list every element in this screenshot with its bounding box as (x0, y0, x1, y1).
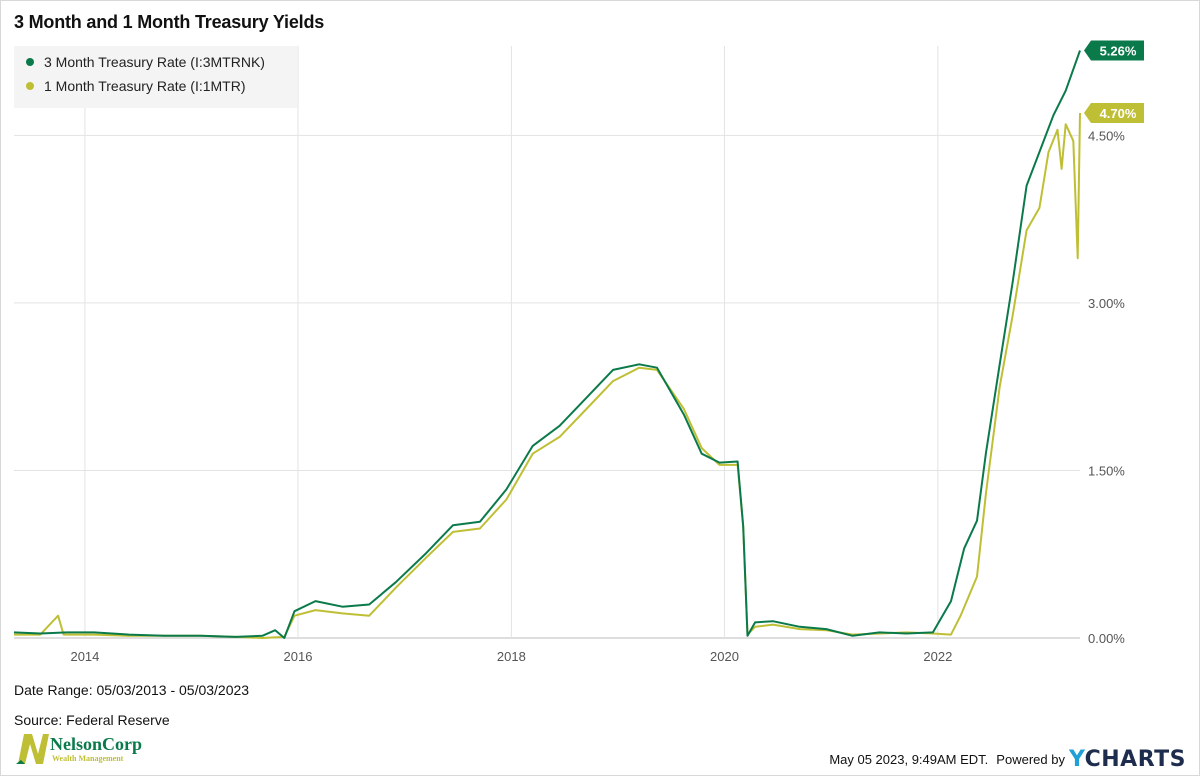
legend-item-3-month[interactable]: 3 Month Treasury Rate (I:3MTRNK) (26, 54, 265, 70)
ycharts-logo[interactable]: YCHARTS (1068, 747, 1186, 772)
y-tick-label: 3.00% (1088, 296, 1125, 311)
logo-name-text: NelsonCorp (50, 734, 142, 754)
date-range-text: Date Range: 05/03/2013 - 05/03/2023 (14, 682, 250, 698)
x-tick-label: 2020 (710, 649, 739, 664)
powered-by-text: Powered by (996, 752, 1065, 767)
last-value-flag-3-month (1084, 40, 1144, 61)
legend-marker-3-month (26, 58, 34, 66)
legend-marker-1-month (26, 82, 34, 90)
logo-sub-text: Wealth Management (52, 754, 124, 763)
y-tick-label: 1.50% (1088, 463, 1125, 478)
timestamp-text: May 05 2023, 9:49AM EDT. (829, 752, 989, 767)
source-text: Source: Federal Reserve (14, 712, 170, 728)
last-value-label: 5.26% (1100, 43, 1137, 58)
chart-legend: 3 Month Treasury Rate (I:3MTRNK) 1 Month… (14, 46, 297, 108)
x-tick-label: 2016 (284, 649, 313, 664)
x-tick-label: 2014 (70, 649, 99, 664)
nelsoncorp-logo: NelsonCorp Wealth Management (16, 734, 142, 764)
series-line-3-month (13, 50, 1081, 639)
powered-by: May 05 2023, 9:49AM EDT. Powered by YCHA… (829, 747, 1186, 772)
chart-title: 3 Month and 1 Month Treasury Yields (14, 12, 325, 32)
y-tick-label: 0.00% (1088, 631, 1125, 646)
y-tick-label: 4.50% (1088, 128, 1125, 143)
x-tick-label: 2022 (923, 649, 952, 664)
last-value-flag-1-month (1084, 103, 1144, 124)
legend-label-1-month: 1 Month Treasury Rate (I:1MTR) (44, 78, 246, 94)
x-tick-label: 2018 (497, 649, 526, 664)
legend-label-3-month: 3 Month Treasury Rate (I:3MTRNK) (44, 54, 265, 70)
last-value-label: 4.70% (1100, 106, 1137, 121)
series-line-1-month (14, 112, 1081, 639)
legend-item-1-month[interactable]: 1 Month Treasury Rate (I:1MTR) (26, 78, 246, 94)
